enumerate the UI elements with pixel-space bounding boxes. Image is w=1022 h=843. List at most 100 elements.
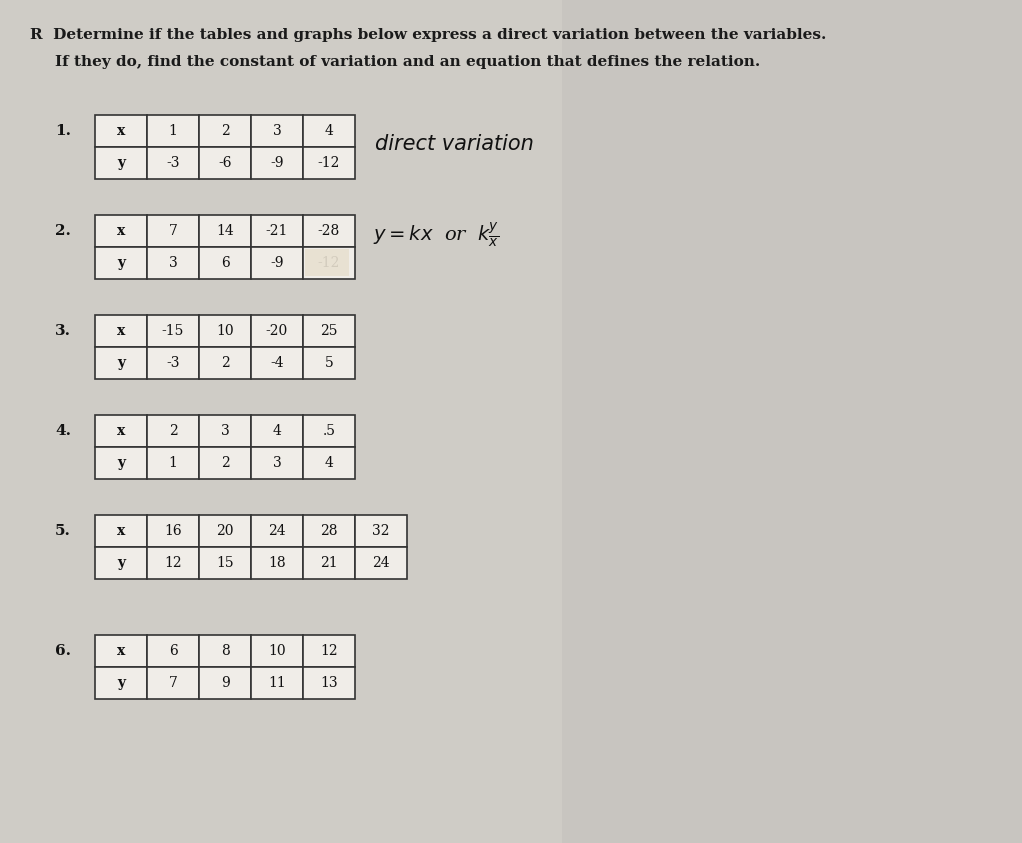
Bar bbox=[199, 115, 251, 147]
Text: y: y bbox=[117, 256, 125, 270]
Bar bbox=[199, 215, 251, 247]
Bar bbox=[199, 635, 251, 667]
Text: x: x bbox=[117, 224, 125, 238]
Bar bbox=[95, 247, 147, 279]
Text: $y = kx$  or  $k\frac{y}{x}$: $y = kx$ or $k\frac{y}{x}$ bbox=[373, 220, 499, 249]
Text: -4: -4 bbox=[270, 356, 284, 370]
Text: 10: 10 bbox=[268, 644, 286, 658]
Bar bbox=[303, 547, 355, 579]
Bar bbox=[147, 447, 199, 479]
Text: x: x bbox=[117, 124, 125, 138]
Text: x: x bbox=[117, 524, 125, 538]
Bar bbox=[303, 147, 355, 179]
Text: 2: 2 bbox=[221, 124, 229, 138]
Bar bbox=[95, 347, 147, 379]
Text: 3.: 3. bbox=[55, 324, 71, 338]
Text: 18: 18 bbox=[268, 556, 286, 570]
Text: -9: -9 bbox=[270, 156, 284, 170]
Text: 1: 1 bbox=[169, 124, 178, 138]
Bar bbox=[251, 347, 303, 379]
Bar bbox=[303, 115, 355, 147]
Bar bbox=[95, 547, 147, 579]
Bar bbox=[95, 315, 147, 347]
Bar bbox=[95, 667, 147, 699]
Text: y: y bbox=[117, 356, 125, 370]
Bar bbox=[147, 667, 199, 699]
Bar bbox=[251, 667, 303, 699]
Text: 2.: 2. bbox=[55, 224, 71, 238]
Bar bbox=[303, 315, 355, 347]
Text: 1: 1 bbox=[169, 456, 178, 470]
Text: 24: 24 bbox=[372, 556, 389, 570]
Text: 3: 3 bbox=[169, 256, 178, 270]
Text: 13: 13 bbox=[320, 676, 338, 690]
Bar bbox=[199, 547, 251, 579]
Text: 4: 4 bbox=[325, 456, 333, 470]
Text: .5: .5 bbox=[323, 424, 335, 438]
Bar bbox=[251, 315, 303, 347]
Text: 10: 10 bbox=[217, 324, 234, 338]
Bar bbox=[251, 115, 303, 147]
Bar bbox=[147, 215, 199, 247]
Text: 14: 14 bbox=[216, 224, 234, 238]
Bar bbox=[95, 115, 147, 147]
Bar bbox=[199, 147, 251, 179]
Text: 12: 12 bbox=[165, 556, 182, 570]
Bar bbox=[95, 147, 147, 179]
Bar bbox=[303, 447, 355, 479]
Text: 3: 3 bbox=[273, 124, 281, 138]
Text: 4.: 4. bbox=[55, 424, 71, 438]
Bar bbox=[199, 515, 251, 547]
Bar bbox=[355, 515, 407, 547]
Text: 21: 21 bbox=[320, 556, 338, 570]
Text: 3: 3 bbox=[273, 456, 281, 470]
Bar bbox=[95, 515, 147, 547]
Text: 2: 2 bbox=[221, 456, 229, 470]
Bar bbox=[95, 215, 147, 247]
Text: -12: -12 bbox=[318, 156, 340, 170]
Bar bbox=[251, 515, 303, 547]
Text: 7: 7 bbox=[169, 224, 178, 238]
Text: 6: 6 bbox=[221, 256, 229, 270]
Text: 32: 32 bbox=[372, 524, 389, 538]
Text: 1.: 1. bbox=[55, 124, 71, 138]
Bar bbox=[199, 415, 251, 447]
Text: 11: 11 bbox=[268, 676, 286, 690]
Bar bbox=[251, 415, 303, 447]
Bar bbox=[251, 635, 303, 667]
Text: 7: 7 bbox=[169, 676, 178, 690]
Text: direct variation: direct variation bbox=[375, 134, 533, 153]
Bar bbox=[147, 147, 199, 179]
Text: y: y bbox=[117, 456, 125, 470]
Bar bbox=[147, 635, 199, 667]
Text: R  Determine if the tables and graphs below express a direct variation between t: R Determine if the tables and graphs bel… bbox=[30, 28, 827, 42]
Bar bbox=[303, 515, 355, 547]
Bar bbox=[199, 667, 251, 699]
Bar bbox=[199, 247, 251, 279]
Bar bbox=[147, 115, 199, 147]
Text: -3: -3 bbox=[167, 156, 180, 170]
Text: 6: 6 bbox=[169, 644, 178, 658]
Text: 16: 16 bbox=[165, 524, 182, 538]
Text: 4: 4 bbox=[325, 124, 333, 138]
Bar bbox=[95, 447, 147, 479]
Text: 8: 8 bbox=[221, 644, 229, 658]
Bar bbox=[305, 249, 350, 277]
Bar bbox=[95, 635, 147, 667]
Text: y: y bbox=[117, 156, 125, 170]
Text: y: y bbox=[117, 556, 125, 570]
Text: -3: -3 bbox=[167, 356, 180, 370]
Text: x: x bbox=[117, 644, 125, 658]
Bar bbox=[303, 215, 355, 247]
Text: 12: 12 bbox=[320, 644, 338, 658]
Text: 5: 5 bbox=[325, 356, 333, 370]
Bar bbox=[251, 447, 303, 479]
Text: 2: 2 bbox=[169, 424, 178, 438]
Bar bbox=[251, 547, 303, 579]
Text: 3: 3 bbox=[221, 424, 229, 438]
Text: 2: 2 bbox=[221, 356, 229, 370]
Text: 20: 20 bbox=[217, 524, 234, 538]
Bar bbox=[199, 347, 251, 379]
Bar bbox=[147, 547, 199, 579]
Bar bbox=[303, 247, 355, 279]
